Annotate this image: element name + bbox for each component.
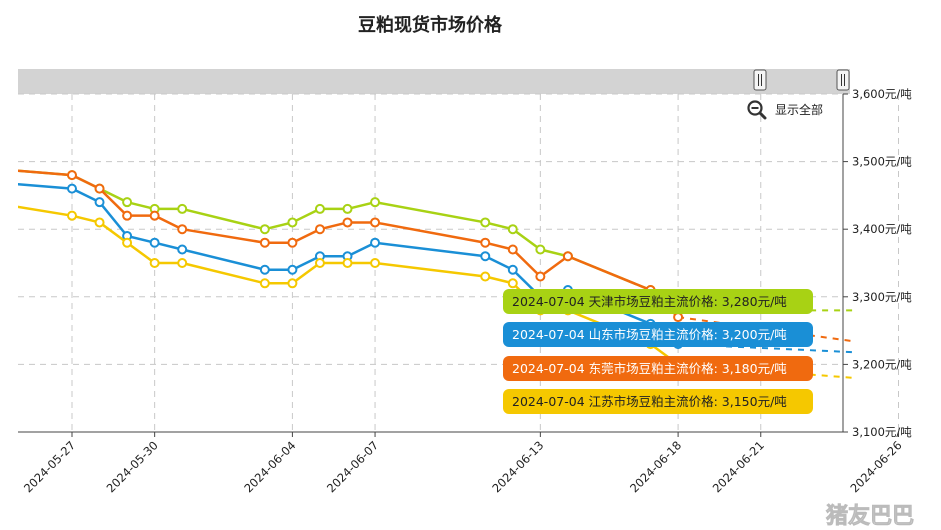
- data-point[interactable]: [122, 237, 133, 248]
- data-point[interactable]: [535, 271, 546, 282]
- data-point[interactable]: [562, 251, 573, 262]
- data-point[interactable]: [287, 278, 298, 289]
- navigator-bar[interactable]: [18, 69, 850, 94]
- data-point[interactable]: [287, 217, 298, 228]
- data-point[interactable]: [480, 271, 491, 282]
- data-point[interactable]: [342, 203, 353, 214]
- x-tick-label: 2024-06-18: [627, 438, 684, 495]
- data-point[interactable]: [507, 224, 518, 235]
- data-point[interactable]: [259, 224, 270, 235]
- data-point[interactable]: [67, 210, 77, 221]
- series-line: [18, 169, 679, 312]
- data-point[interactable]: [370, 237, 381, 248]
- navigator-handle-left[interactable]: [753, 69, 767, 91]
- navigator-handle-right[interactable]: [836, 69, 850, 91]
- data-point[interactable]: [94, 197, 105, 208]
- tooltip-box: [503, 322, 813, 347]
- data-point[interactable]: [535, 244, 546, 255]
- data-point[interactable]: [259, 264, 270, 275]
- data-point[interactable]: [507, 244, 518, 255]
- tooltip: 2024-07-04 山东市场豆粕主流价格: 3,200元/吨: [503, 322, 813, 347]
- data-point[interactable]: [480, 251, 491, 262]
- tooltip-text: 2024-07-04 天津市场豆粕主流价格: 3,280元/吨: [512, 294, 787, 309]
- data-point[interactable]: [480, 217, 491, 228]
- tooltip-box: [503, 356, 813, 381]
- data-point[interactable]: [314, 203, 325, 214]
- data-point[interactable]: [149, 210, 160, 221]
- tooltip-layer: 2024-07-04 天津市场豆粕主流价格: 3,280元/吨 2024-07-0…: [503, 289, 813, 414]
- x-tick-label: 2024-06-07: [324, 438, 381, 495]
- y-tick-label: 3,200元/吨: [852, 357, 912, 371]
- data-point[interactable]: [287, 237, 298, 248]
- data-point[interactable]: [67, 183, 77, 194]
- x-tick-label: 2024-06-13: [489, 438, 546, 495]
- y-tick-label: 3,500元/吨: [852, 155, 912, 169]
- series-line-gap: [678, 343, 853, 354]
- chart-title: 豆粕现货市场价格: [358, 14, 503, 36]
- data-point[interactable]: [149, 258, 160, 268]
- zoom-out-icon: [747, 100, 767, 120]
- data-point[interactable]: [370, 217, 381, 228]
- data-point[interactable]: [177, 258, 188, 268]
- data-point[interactable]: [177, 244, 188, 255]
- data-point[interactable]: [314, 258, 325, 268]
- tooltip: 2024-07-04 江苏市场豆粕主流价格: 3,150元/吨: [503, 389, 813, 414]
- data-point[interactable]: [149, 237, 160, 248]
- data-point[interactable]: [94, 183, 105, 194]
- data-point[interactable]: [314, 224, 325, 235]
- show-all-button[interactable]: 显示全部: [747, 100, 824, 120]
- x-tick-label: 2024-06-26: [847, 438, 904, 495]
- x-tick-label: 2024-05-27: [21, 438, 78, 495]
- data-point[interactable]: [507, 264, 518, 275]
- tooltip-box: [503, 389, 813, 414]
- show-all-label: 显示全部: [775, 102, 823, 117]
- data-point[interactable]: [342, 258, 353, 268]
- data-point[interactable]: [94, 217, 105, 228]
- data-point[interactable]: [342, 217, 353, 228]
- y-tick-label: 3,400元/吨: [852, 222, 912, 236]
- data-point[interactable]: [122, 210, 133, 221]
- data-point[interactable]: [122, 197, 133, 208]
- tooltip-box: [503, 289, 813, 314]
- data-point[interactable]: [177, 203, 188, 214]
- data-point[interactable]: [67, 170, 77, 181]
- data-point[interactable]: [673, 312, 684, 323]
- data-point[interactable]: [480, 237, 491, 248]
- tooltip: 2024-07-04 东莞市场豆粕主流价格: 3,180元/吨: [503, 356, 813, 381]
- data-point[interactable]: [507, 278, 518, 289]
- x-tick-label: 2024-05-30: [104, 438, 161, 495]
- data-point[interactable]: [259, 237, 270, 248]
- x-tick-label: 2024-06-04: [241, 438, 298, 495]
- tooltip-text: 2024-07-04 江苏市场豆粕主流价格: 3,150元/吨: [512, 394, 787, 409]
- y-tick-label: 3,600元/吨: [852, 87, 912, 101]
- data-point[interactable]: [259, 278, 270, 289]
- y-tick-label: 3,300元/吨: [852, 290, 912, 304]
- tooltip-text: 2024-07-04 山东市场豆粕主流价格: 3,200元/吨: [512, 327, 787, 342]
- series-line: [18, 169, 679, 318]
- tooltip-text: 2024-07-04 东莞市场豆粕主流价格: 3,180元/吨: [512, 361, 787, 376]
- series-line: [18, 182, 679, 346]
- data-point[interactable]: [370, 258, 381, 268]
- data-point[interactable]: [287, 264, 298, 275]
- tooltip: 2024-07-04 天津市场豆粕主流价格: 3,280元/吨: [503, 289, 813, 314]
- data-point[interactable]: [177, 224, 188, 235]
- data-point[interactable]: [370, 197, 381, 208]
- y-tick-label: 3,100元/吨: [852, 425, 912, 439]
- watermark: 猪友巴巴: [826, 503, 914, 529]
- x-tick-label: 2024-06-21: [710, 438, 767, 495]
